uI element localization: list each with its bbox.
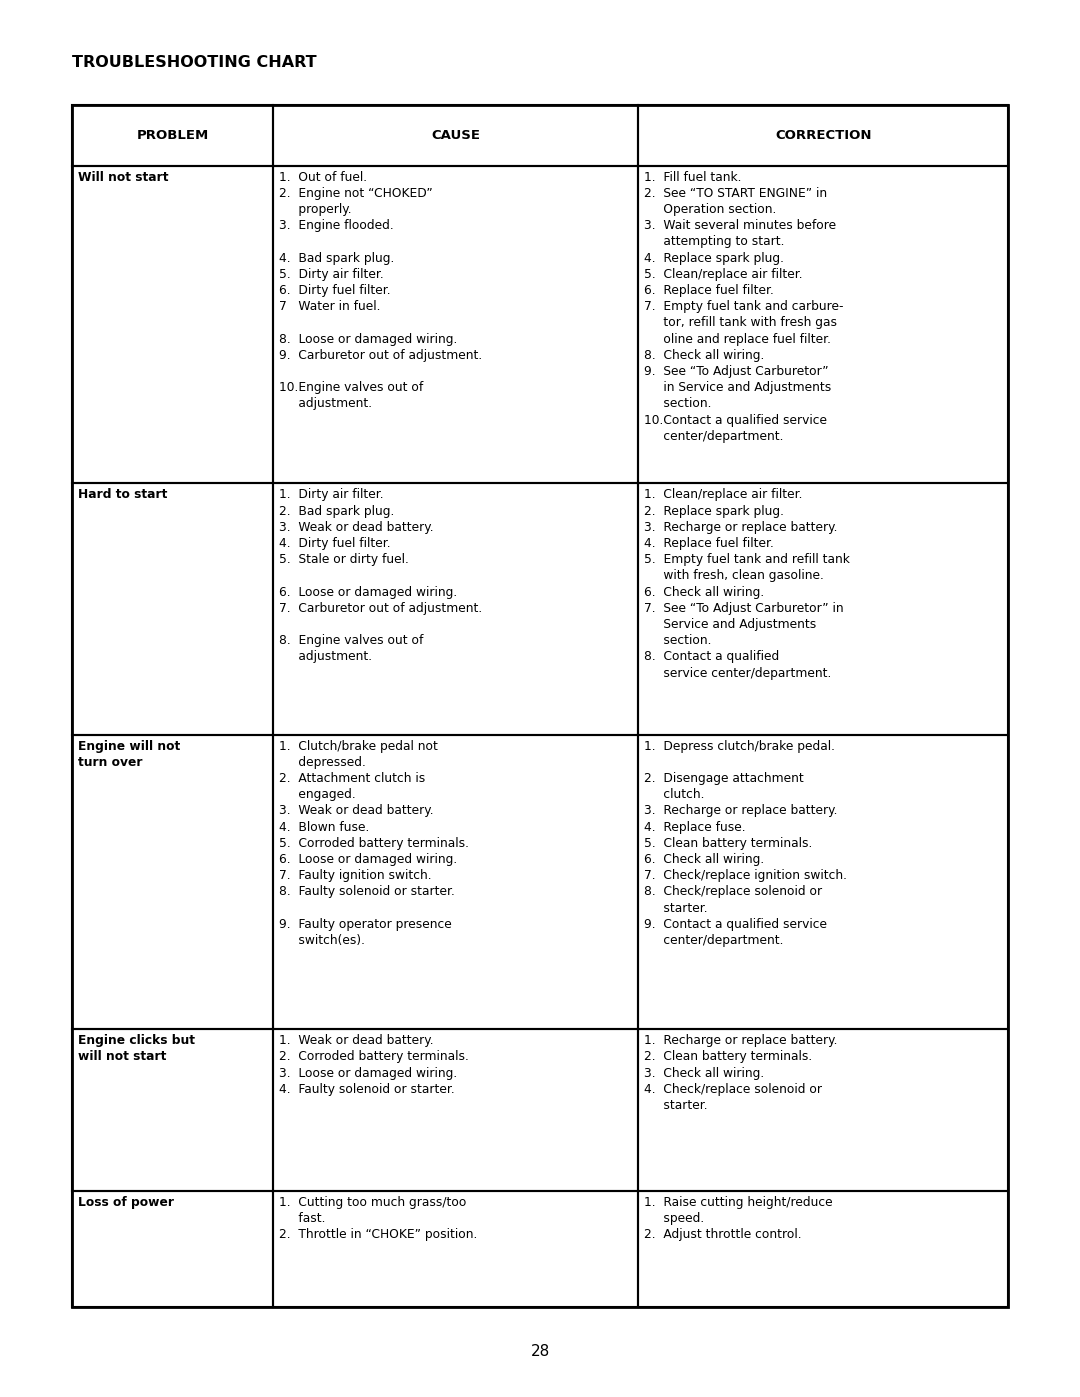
Text: 1.  Depress clutch/brake pedal.

2.  Disengage attachment
     clutch.
3.  Recha: 1. Depress clutch/brake pedal. 2. Diseng…: [645, 739, 848, 947]
Bar: [273, 735, 638, 1030]
Bar: [273, 166, 638, 483]
Bar: [638, 1030, 1008, 1190]
Text: Loss of power: Loss of power: [78, 1196, 174, 1208]
Bar: [638, 166, 1008, 483]
Text: 1.  Out of fuel.
2.  Engine not “CHOKED”
     properly.
3.  Engine flooded.

4. : 1. Out of fuel. 2. Engine not “CHOKED” p…: [280, 170, 483, 411]
Text: Hard to start: Hard to start: [78, 489, 167, 502]
Bar: [638, 735, 1008, 1030]
Bar: [72, 1030, 273, 1190]
Text: 1.  Clean/replace air filter.
2.  Replace spark plug.
3.  Recharge or replace ba: 1. Clean/replace air filter. 2. Replace …: [645, 489, 850, 679]
Bar: [72, 1190, 273, 1308]
Text: 1.  Fill fuel tank.
2.  See “TO START ENGINE” in
     Operation section.
3.  Wai: 1. Fill fuel tank. 2. See “TO START ENGI…: [645, 170, 843, 443]
Text: 1.  Clutch/brake pedal not
     depressed.
2.  Attachment clutch is
     engaged: 1. Clutch/brake pedal not depressed. 2. …: [280, 739, 469, 947]
Text: 28: 28: [530, 1344, 550, 1359]
Text: 1.  Raise cutting height/reduce
     speed.
2.  Adjust throttle control.: 1. Raise cutting height/reduce speed. 2.…: [645, 1196, 833, 1241]
Text: Engine will not
turn over: Engine will not turn over: [78, 739, 180, 768]
Text: Engine clicks but
will not start: Engine clicks but will not start: [78, 1034, 195, 1063]
Bar: [273, 105, 638, 166]
Bar: [72, 105, 1008, 1308]
Text: PROBLEM: PROBLEM: [136, 129, 208, 142]
Bar: [72, 483, 273, 735]
Bar: [273, 483, 638, 735]
Bar: [638, 483, 1008, 735]
Text: 1.  Cutting too much grass/too
     fast.
2.  Throttle in “CHOKE” position.: 1. Cutting too much grass/too fast. 2. T…: [280, 1196, 477, 1241]
Bar: [72, 735, 273, 1030]
Bar: [72, 166, 273, 483]
Text: CAUSE: CAUSE: [431, 129, 481, 142]
Bar: [638, 105, 1008, 166]
Text: CORRECTION: CORRECTION: [774, 129, 872, 142]
Text: 1.  Dirty air filter.
2.  Bad spark plug.
3.  Weak or dead battery.
4.  Dirty fu: 1. Dirty air filter. 2. Bad spark plug. …: [280, 489, 483, 664]
Bar: [273, 1030, 638, 1190]
Text: Will not start: Will not start: [78, 170, 168, 183]
Text: 1.  Recharge or replace battery.
2.  Clean battery terminals.
3.  Check all wiri: 1. Recharge or replace battery. 2. Clean…: [645, 1034, 838, 1112]
Bar: [72, 105, 273, 166]
Bar: [273, 1190, 638, 1308]
Text: 1.  Weak or dead battery.
2.  Corroded battery terminals.
3.  Loose or damaged w: 1. Weak or dead battery. 2. Corroded bat…: [280, 1034, 469, 1095]
Bar: [638, 1190, 1008, 1308]
Text: TROUBLESHOOTING CHART: TROUBLESHOOTING CHART: [72, 54, 316, 70]
